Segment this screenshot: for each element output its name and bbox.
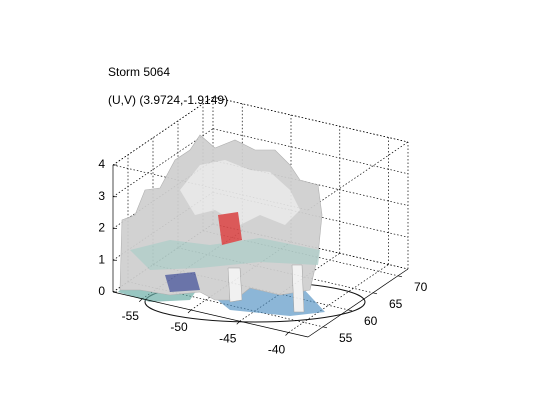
x-tick: [139, 298, 143, 302]
x-tick-label: -55: [122, 309, 140, 323]
y-tick: [347, 309, 353, 312]
x-tick: [236, 321, 240, 325]
grid-line: [112, 128, 214, 198]
z-tick-label: 1: [98, 252, 105, 266]
core-region: [218, 212, 242, 245]
surface-highlight: [180, 160, 300, 225]
box-edge: [307, 141, 409, 211]
x-tick: [187, 309, 192, 314]
surface-column: [291, 264, 305, 313]
y-tick: [397, 275, 403, 278]
chart-title: Storm 5064: [108, 65, 170, 79]
y-tick-label: 65: [389, 297, 403, 311]
x-axis: [112, 291, 309, 338]
y-tick-label: 70: [414, 280, 428, 294]
isosurface: [118, 134, 366, 323]
axes: -55 -50 -45 -40 55 60 65 70 0 1 2 3 4: [98, 157, 427, 357]
z-tick-label: 4: [98, 157, 105, 171]
surface-column: [227, 267, 243, 303]
y-axis: [307, 268, 409, 338]
chart-subtitle: (U,V) (3.9724,-1.9149): [108, 93, 228, 107]
y-tick: [372, 292, 378, 295]
y-tick-label: 60: [364, 314, 378, 328]
grid-line: [112, 96, 214, 166]
x-tick-label: -50: [170, 320, 188, 334]
surface-band: [130, 238, 320, 270]
grid-line: [288, 264, 389, 333]
x-tick-label: -40: [268, 343, 286, 357]
z-tick-label: 0: [98, 284, 105, 298]
floor-patch: [165, 272, 200, 292]
x-tick: [285, 332, 289, 336]
x-tick-label: -45: [219, 331, 237, 345]
y-tick-label: 55: [339, 331, 353, 345]
z-tick-label: 3: [98, 189, 105, 203]
z-tick-label: 2: [98, 221, 105, 235]
y-tick: [322, 326, 328, 329]
